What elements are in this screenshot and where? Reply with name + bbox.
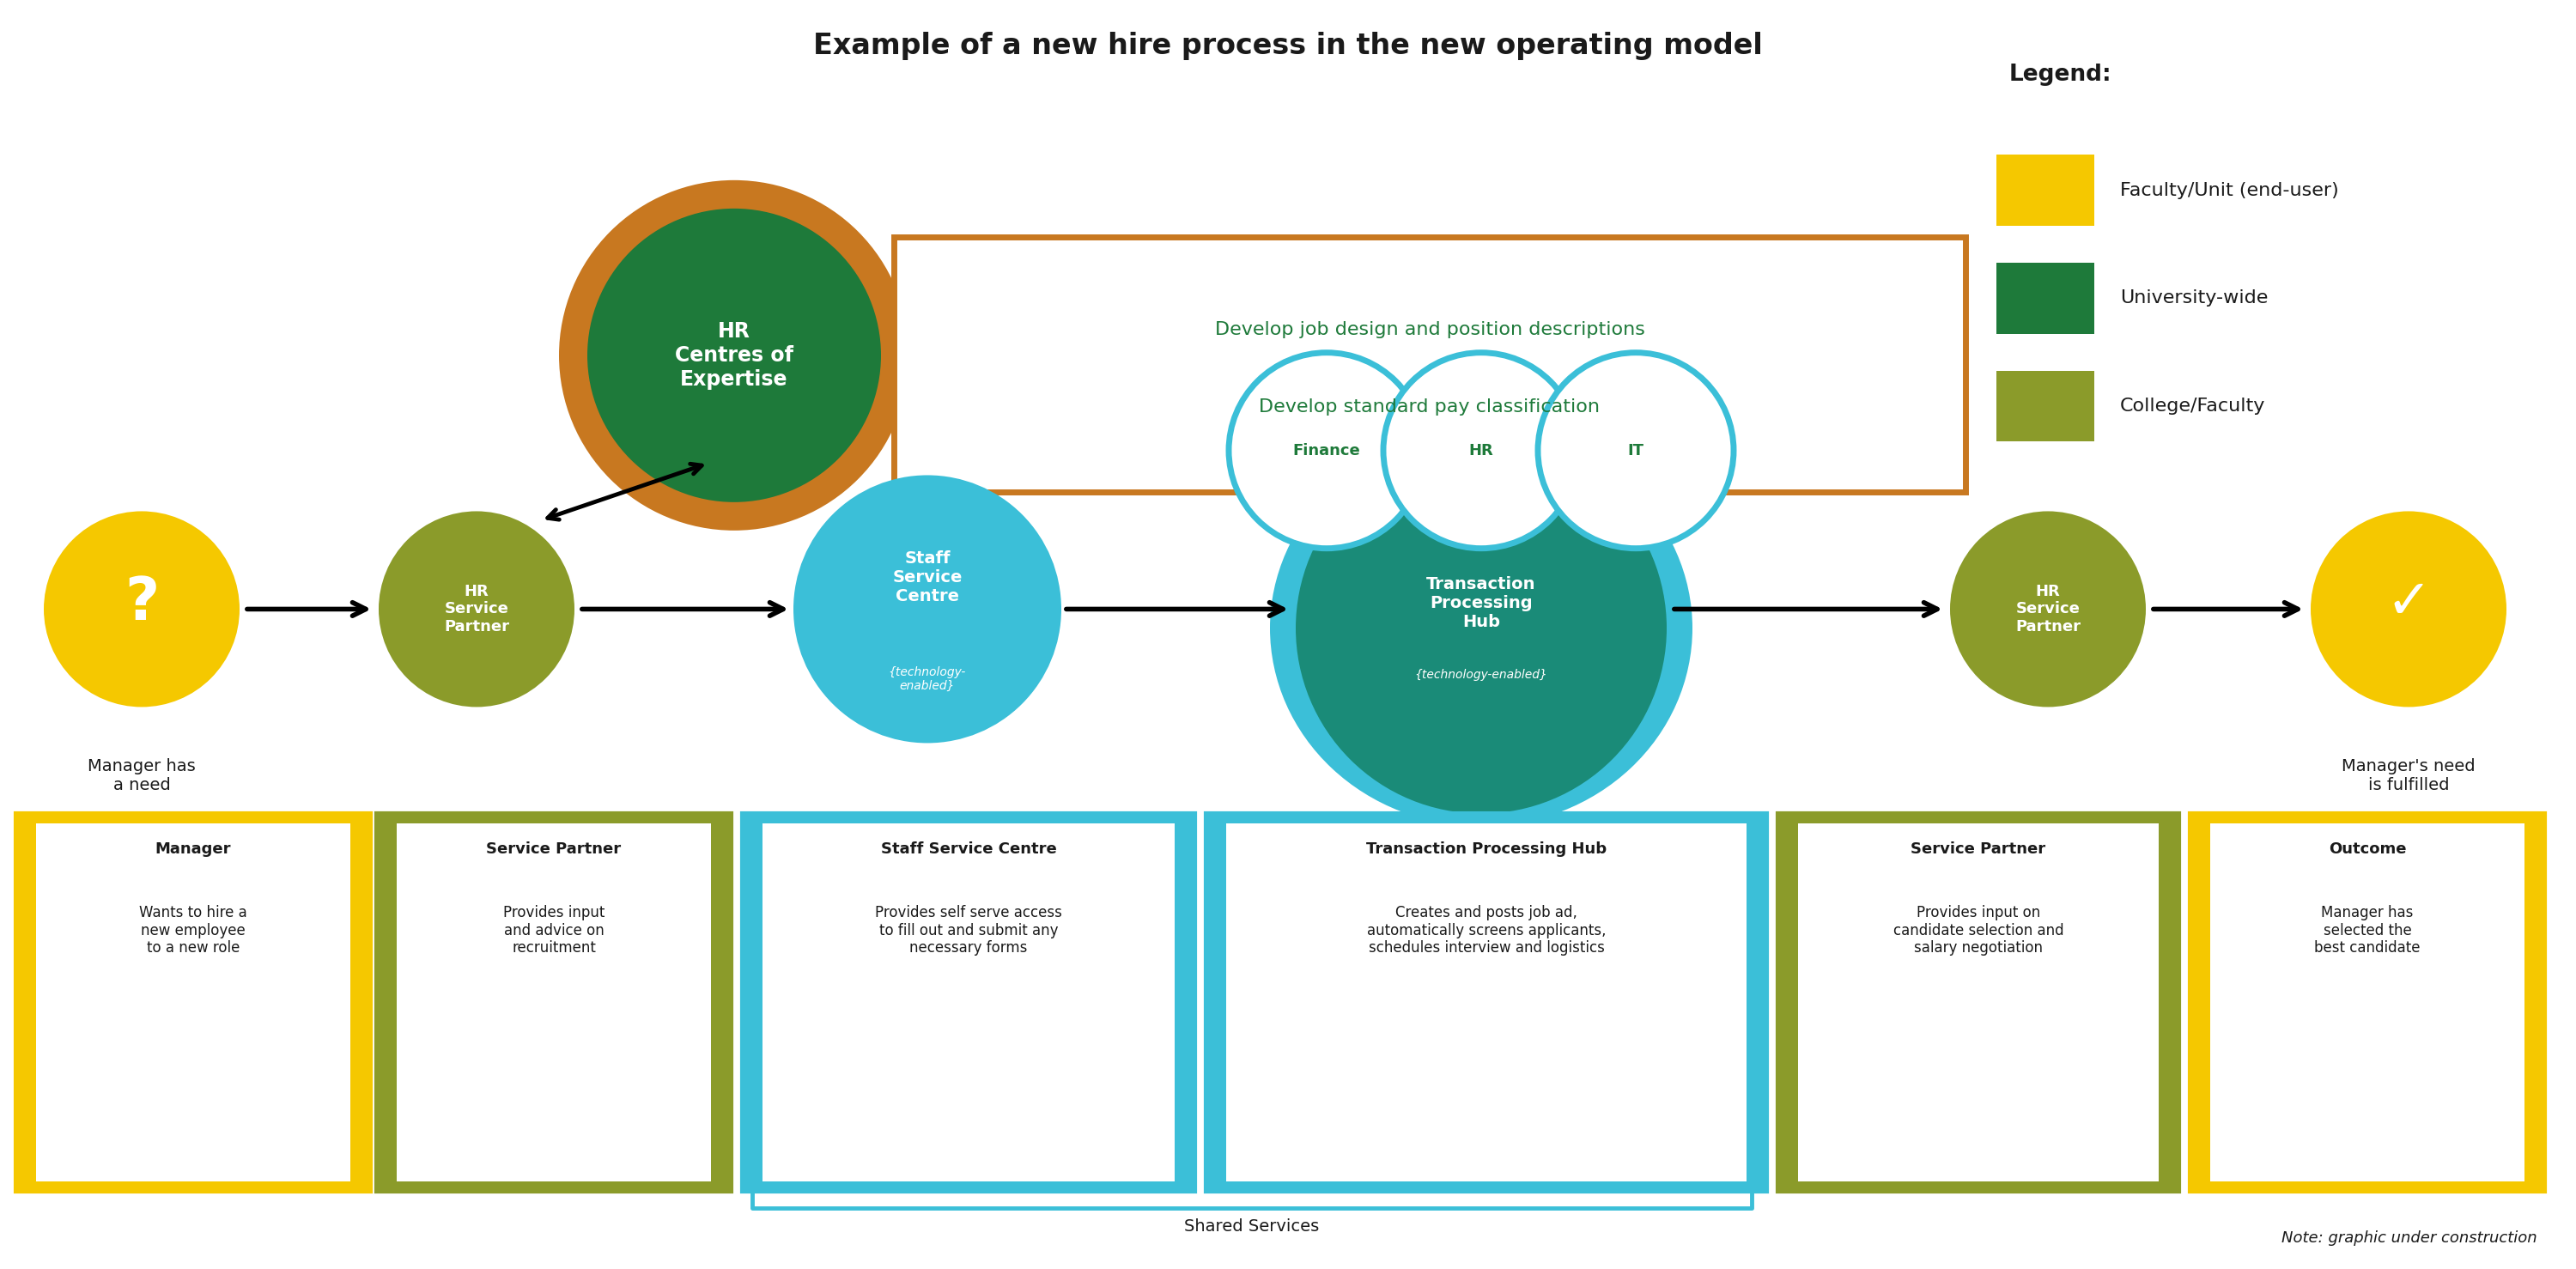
- Ellipse shape: [587, 208, 881, 503]
- Text: Staff
Service
Centre: Staff Service Centre: [891, 551, 963, 604]
- Ellipse shape: [1383, 353, 1579, 548]
- Text: Service Partner: Service Partner: [487, 841, 621, 857]
- Text: IT: IT: [1628, 443, 1643, 458]
- Text: {technology-enabled}: {technology-enabled}: [1414, 669, 1548, 681]
- Text: Finance: Finance: [1293, 443, 1360, 458]
- FancyBboxPatch shape: [1777, 813, 2179, 1192]
- Ellipse shape: [2311, 511, 2506, 707]
- Text: Service Partner: Service Partner: [1911, 841, 2045, 857]
- Text: HR: HR: [1468, 443, 1494, 458]
- Text: HR
Centres of
Expertise: HR Centres of Expertise: [675, 321, 793, 390]
- Text: Note: graphic under construction: Note: graphic under construction: [2282, 1231, 2537, 1246]
- FancyBboxPatch shape: [1798, 824, 2159, 1181]
- FancyBboxPatch shape: [376, 813, 732, 1192]
- Text: Manager's need
is fulfilled: Manager's need is fulfilled: [2342, 758, 2476, 793]
- Ellipse shape: [559, 180, 909, 530]
- Text: Provides input on
candidate selection and
salary negotiation: Provides input on candidate selection an…: [1893, 905, 2063, 956]
- FancyBboxPatch shape: [1206, 813, 1767, 1192]
- Ellipse shape: [44, 511, 240, 707]
- FancyBboxPatch shape: [742, 813, 1195, 1192]
- Text: Develop job design and position descriptions: Develop job design and position descript…: [1216, 321, 1643, 339]
- Text: ✓: ✓: [2385, 576, 2432, 629]
- Text: Transaction Processing Hub: Transaction Processing Hub: [1365, 841, 1607, 857]
- Text: Example of a new hire process in the new operating model: Example of a new hire process in the new…: [814, 32, 1762, 60]
- Text: {technology-
enabled}: {technology- enabled}: [889, 666, 966, 692]
- Text: Faculty/Unit (end-user): Faculty/Unit (end-user): [2120, 181, 2339, 199]
- Text: Provides self serve access
to fill out and submit any
necessary forms: Provides self serve access to fill out a…: [876, 905, 1061, 956]
- Text: Manager has
a need: Manager has a need: [88, 758, 196, 793]
- Text: HR
Service
Partner: HR Service Partner: [2014, 584, 2081, 634]
- Text: Staff Service Centre: Staff Service Centre: [881, 841, 1056, 857]
- Text: Legend:: Legend:: [2009, 63, 2112, 86]
- Text: Transaction
Processing
Hub: Transaction Processing Hub: [1427, 576, 1535, 629]
- Ellipse shape: [793, 475, 1061, 744]
- Text: Shared Services: Shared Services: [1185, 1218, 1319, 1235]
- FancyBboxPatch shape: [1226, 824, 1747, 1181]
- Ellipse shape: [1950, 511, 2146, 707]
- Ellipse shape: [1296, 443, 1667, 813]
- Text: Provides input
and advice on
recruitment: Provides input and advice on recruitment: [502, 905, 605, 956]
- FancyBboxPatch shape: [762, 824, 1175, 1181]
- Text: Outcome: Outcome: [2329, 841, 2406, 857]
- Text: HR
Service
Partner: HR Service Partner: [443, 584, 510, 634]
- Text: Manager: Manager: [155, 841, 232, 857]
- FancyBboxPatch shape: [397, 824, 711, 1181]
- Ellipse shape: [1270, 430, 1692, 826]
- FancyBboxPatch shape: [1996, 371, 2094, 442]
- FancyBboxPatch shape: [2190, 813, 2545, 1192]
- Ellipse shape: [1538, 353, 1734, 548]
- Text: University-wide: University-wide: [2120, 289, 2267, 307]
- Ellipse shape: [379, 511, 574, 707]
- Text: College/Faculty: College/Faculty: [2120, 397, 2264, 415]
- Text: Wants to hire a
new employee
to a new role: Wants to hire a new employee to a new ro…: [139, 905, 247, 956]
- FancyBboxPatch shape: [1996, 155, 2094, 226]
- Text: Develop standard pay classification: Develop standard pay classification: [1260, 398, 1600, 416]
- Text: Manager has
selected the
best candidate: Manager has selected the best candidate: [2313, 905, 2421, 956]
- Text: Creates and posts job ad,
automatically screens applicants,
schedules interview : Creates and posts job ad, automatically …: [1368, 905, 1605, 956]
- FancyBboxPatch shape: [894, 237, 1965, 492]
- FancyBboxPatch shape: [36, 824, 350, 1181]
- FancyBboxPatch shape: [1996, 263, 2094, 334]
- Text: ?: ?: [124, 574, 160, 632]
- FancyBboxPatch shape: [2210, 824, 2524, 1181]
- Ellipse shape: [1229, 353, 1425, 548]
- FancyBboxPatch shape: [15, 813, 371, 1192]
